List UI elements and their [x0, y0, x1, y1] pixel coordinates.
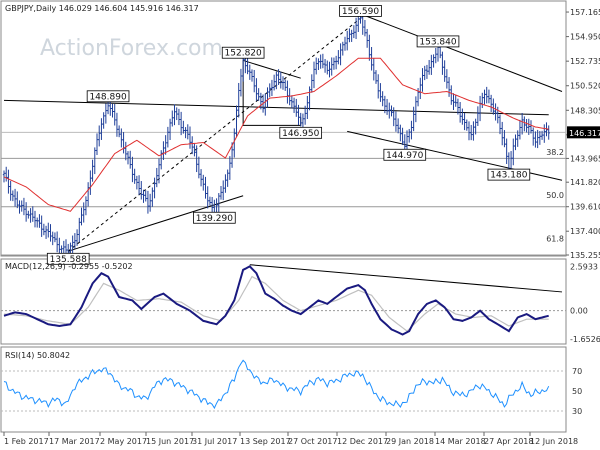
rsi-layer [1, 359, 566, 412]
price-label: 156.590 [342, 7, 379, 17]
price-label: 152.820 [225, 49, 262, 59]
price-label-box [193, 211, 236, 224]
price-header: GBPJPY,Daily 146.029 146.604 145.916 146… [5, 4, 199, 13]
fib-level-label: 50.0 [546, 191, 564, 200]
macd-line [3, 265, 549, 336]
time-axis-label: 31 Jul 2017 [192, 437, 237, 446]
macd-panel [0, 258, 567, 345]
price-axis-tick: 139.610 [570, 203, 600, 212]
price-axis-tick: 148.305 [570, 106, 600, 115]
time-axis-label: 1 Feb 2017 [4, 437, 49, 446]
macd-axis-tick: 0.00 [570, 307, 588, 316]
watermark: ActionForex.com [40, 36, 223, 61]
price-label: 143.180 [490, 171, 527, 181]
time-axis-label: 12 Jun 2018 [530, 437, 578, 446]
price-axis-tick: 141.820 [570, 178, 600, 187]
macd-axis-tick: 2.5933 [570, 263, 598, 272]
price-label-box [416, 35, 460, 48]
trendline [3, 99, 549, 116]
price-label-box [46, 252, 90, 265]
rsi-axis-tick: 30 [572, 407, 582, 416]
price-axis-tick: 143.965 [570, 154, 600, 163]
macd-layer [1, 264, 566, 336]
price-layer: 135.588 148.890 139.290 152.820 146.950 156.5… [1, 5, 566, 265]
macd-trendline [249, 264, 563, 293]
time-axis-label: 12 Dec 2017 [337, 437, 388, 446]
time-axis-label: 13 Sep 2017 [240, 437, 291, 446]
trendline [242, 59, 301, 79]
price-label: 135.588 [50, 255, 87, 265]
price-axis-tick: 150.520 [570, 82, 600, 91]
time-axis-label: 27 Oct 2017 [288, 437, 337, 446]
price-label: 148.890 [89, 92, 126, 102]
trendline [67, 17, 361, 252]
time-axis-label: 27 Apr 2018 [484, 437, 533, 446]
price-panel [0, 0, 567, 257]
rsi-header: RSI(14) 50.8042 [5, 351, 70, 360]
price-label-box [86, 90, 130, 103]
price-label-box [339, 5, 382, 17]
price-axis-tick: 137.400 [570, 227, 600, 236]
price-label-box [487, 168, 531, 181]
price-label-box [279, 126, 323, 139]
rsi-panel [0, 346, 567, 433]
trendline [360, 13, 563, 92]
price-axis-tick: 135.255 [570, 251, 600, 260]
current-price-label: 146.317 [569, 129, 600, 138]
rsi-axis-tick: 70 [572, 367, 582, 376]
price-label: 144.970 [386, 151, 423, 161]
price-label-box [221, 46, 265, 59]
macd-axis-tick: -1.6526 [570, 335, 600, 344]
price-axis-tick: 154.950 [570, 33, 600, 42]
fib-level-label: 61.8 [546, 234, 564, 243]
time-axis-label: 15 Jun 2017 [146, 437, 194, 446]
macd-header: MACD(12,26,9) -0.2955 -0.5202 [5, 262, 133, 271]
price-label: 139.290 [196, 214, 233, 224]
macd-signal-line [3, 275, 549, 332]
price-axis-tick: 157.165 [570, 8, 600, 17]
current-price-tag [567, 126, 600, 139]
time-axis-label: 2 May 2017 [100, 437, 147, 446]
rsi-line [3, 359, 550, 410]
time-axis-label: 14 Mar 2018 [435, 437, 486, 446]
fib-level-label: 38.2 [546, 148, 564, 157]
price-label: 146.950 [282, 129, 319, 139]
price-label: 153.840 [419, 37, 456, 47]
price-label-box [383, 148, 427, 161]
price-axis-tick: 152.735 [570, 57, 600, 66]
moving-average-line [3, 57, 549, 212]
axis-layer: 157.165154.950152.735150.520148.305146.0… [3, 8, 600, 446]
time-axis-label: 29 Jan 2018 [386, 437, 434, 446]
rsi-axis-tick: 50 [572, 387, 582, 396]
time-axis-label: 17 Mar 2017 [49, 437, 100, 446]
